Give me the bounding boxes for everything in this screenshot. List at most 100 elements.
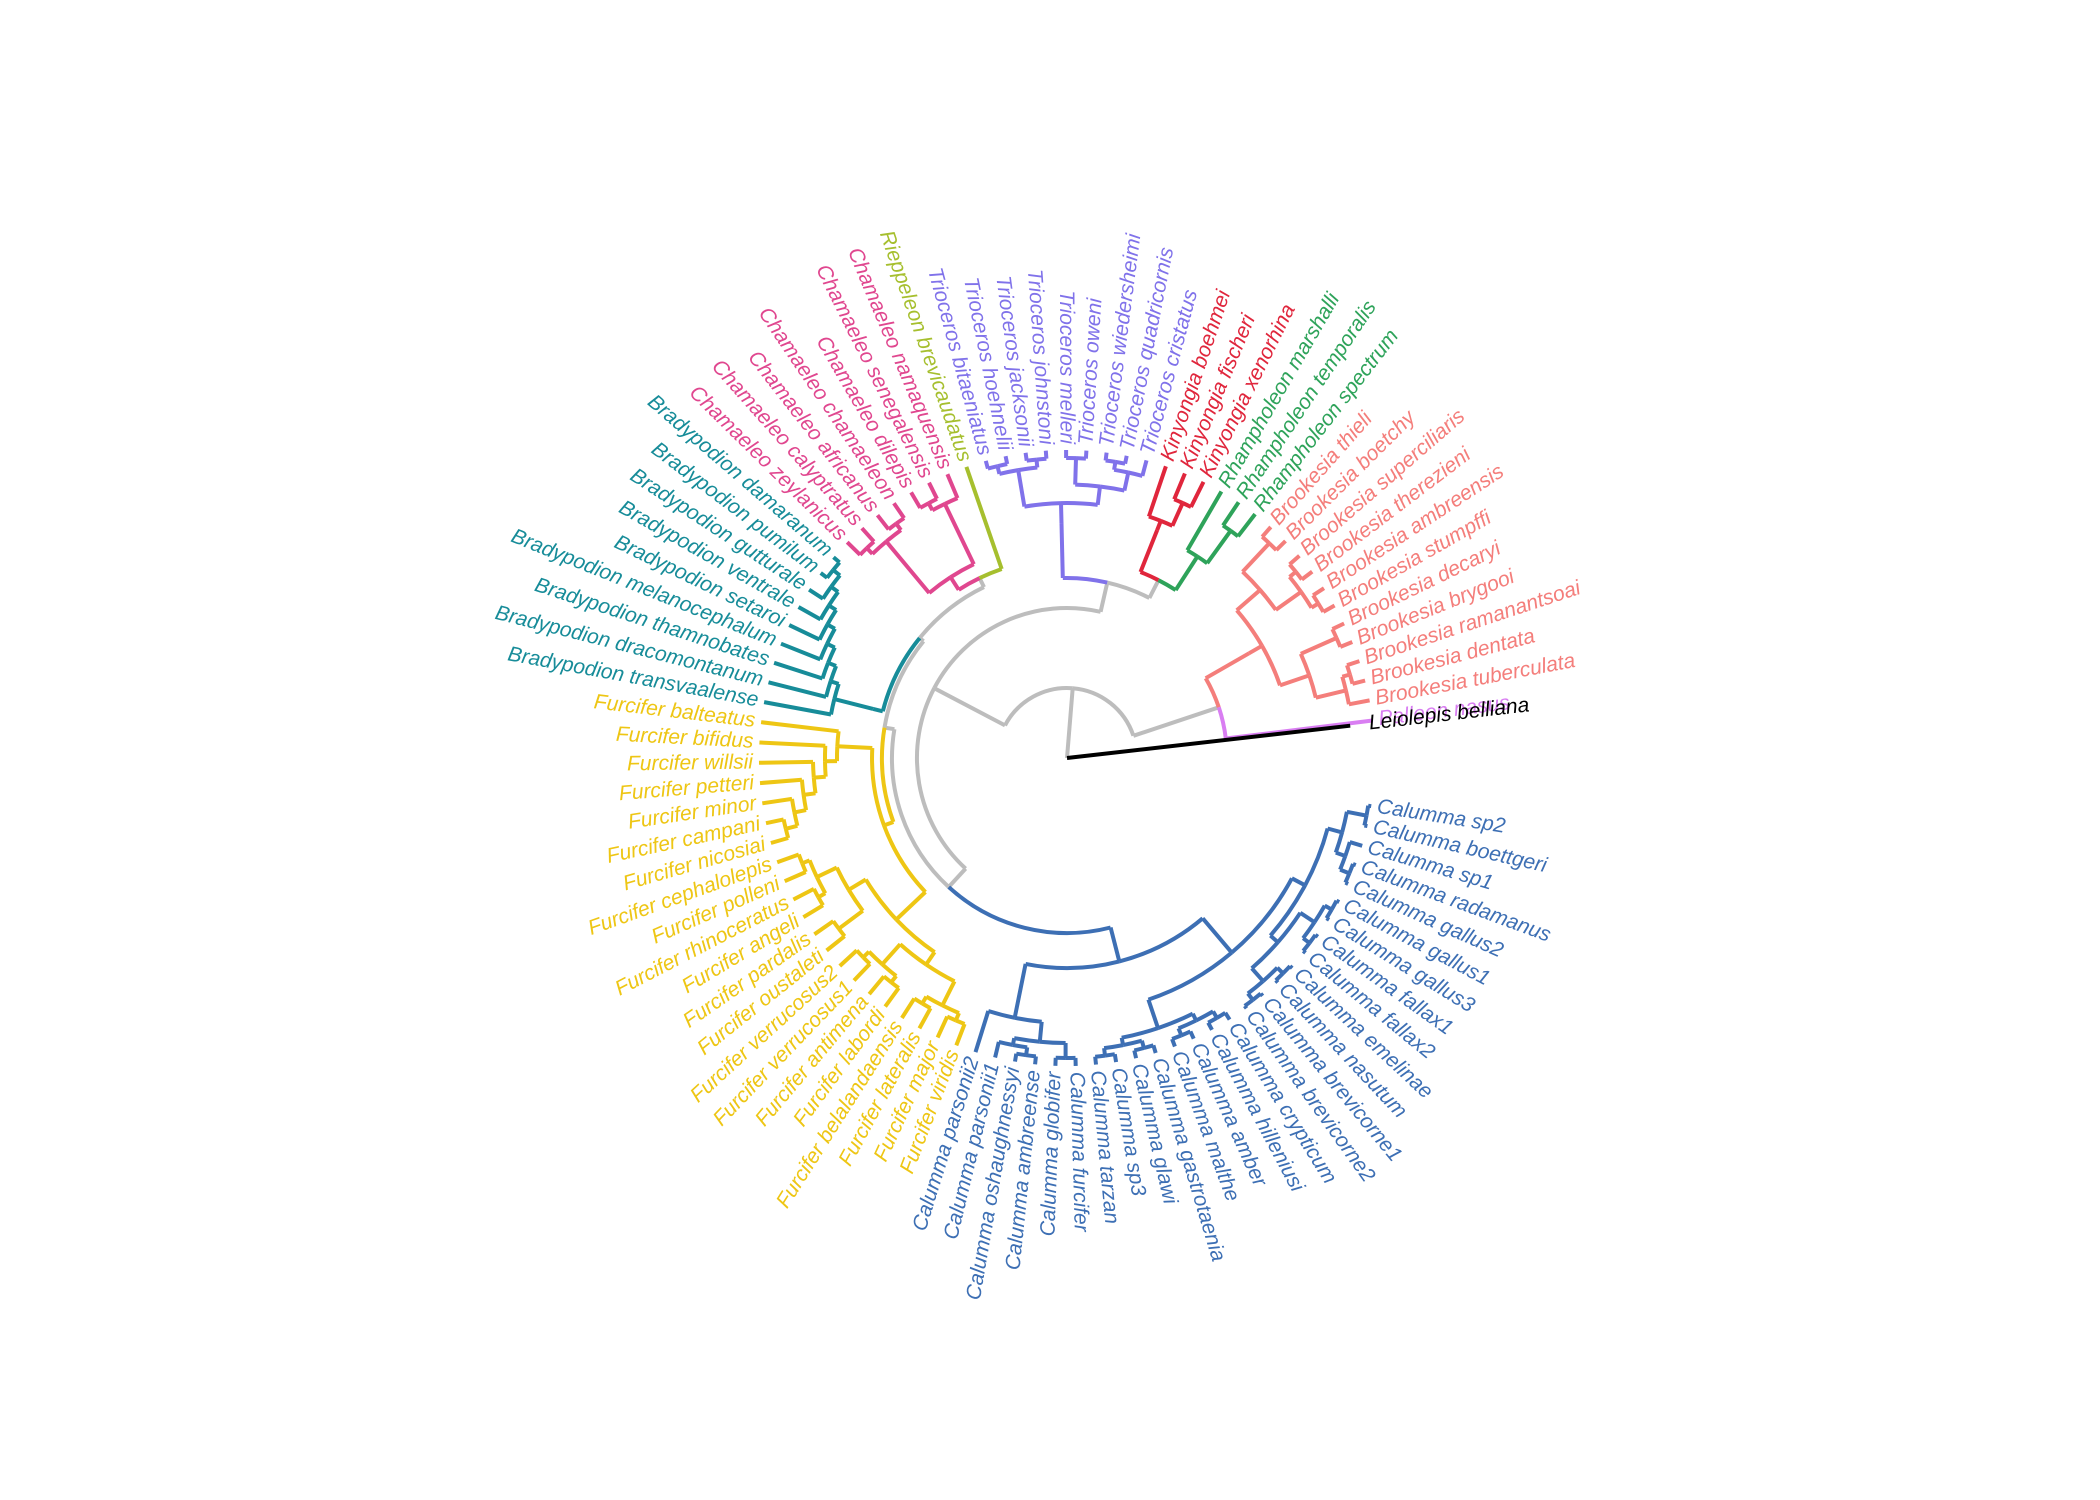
branch-arc [890, 728, 951, 889]
branch-arc [1113, 467, 1129, 475]
branch-arc [894, 918, 936, 954]
branch-arc [1003, 685, 1073, 727]
branch-arc [887, 521, 898, 531]
branch-edge [838, 948, 859, 968]
branch-arc [800, 862, 808, 873]
branch-edge [837, 909, 864, 931]
branch-edge [773, 660, 824, 681]
branch-arc [783, 828, 791, 839]
branch-edge [1315, 688, 1347, 700]
branch-arc [1026, 457, 1037, 463]
branch-edge [847, 877, 867, 892]
branch-arc [957, 576, 981, 592]
tree-branches [758, 450, 1373, 1066]
branch-arc [1299, 590, 1314, 609]
branch-arc [1333, 831, 1345, 854]
branch-arc [781, 818, 788, 830]
branch-arc [826, 646, 837, 664]
branch-edge [924, 950, 937, 966]
branch-edge [860, 526, 876, 543]
branch-edge [1339, 640, 1354, 649]
branch-arc [812, 887, 821, 899]
branch-arc [880, 636, 922, 712]
branch-edge [813, 919, 835, 936]
branch-arc [1143, 1043, 1154, 1050]
branch-arc [1268, 884, 1307, 937]
branch-arc [829, 698, 837, 715]
branch-edge [894, 890, 927, 921]
branch-edge [1098, 582, 1110, 613]
branch-arc [1288, 563, 1298, 574]
branch-arc [828, 665, 838, 682]
branch-arc [815, 876, 828, 895]
branch-edge [872, 706, 884, 714]
branch-arc [1343, 872, 1352, 884]
branch-edge [759, 740, 826, 748]
branch-edge [819, 571, 829, 580]
branch-edge [1132, 1049, 1139, 1059]
branch-arc [1347, 863, 1355, 875]
branch-edge [964, 466, 1004, 570]
branch-edge [1236, 512, 1257, 538]
branch-edge [1344, 880, 1349, 886]
branch-arc [1147, 951, 1233, 1002]
branch-edge [837, 744, 873, 750]
branch-arc [1301, 921, 1317, 940]
branch-edge [1274, 978, 1280, 984]
branch-edge [1155, 520, 1163, 531]
branch-arc [1014, 1015, 1042, 1024]
branch-edge [1349, 840, 1363, 848]
branch-arc [1177, 1018, 1197, 1031]
branch-arc [921, 1001, 932, 1010]
branch-arc [1036, 456, 1047, 462]
outgroup-branch [1066, 723, 1351, 760]
branch-arc [998, 1039, 1014, 1047]
branch-arc [1316, 602, 1326, 613]
branch-edge [1037, 1021, 1044, 1042]
branch-arc [1362, 815, 1369, 826]
branch-arc [949, 562, 975, 579]
branch-arc [880, 962, 898, 978]
branch-edge [1346, 659, 1361, 668]
branch-edge [1122, 472, 1131, 492]
tip-label: Calumma furcifer [1065, 1072, 1092, 1233]
branch-arc [1250, 940, 1280, 970]
branch-edge [1288, 964, 1294, 970]
branch-arc [1267, 541, 1278, 552]
branch-arc [824, 680, 833, 698]
branch-arc [811, 777, 818, 794]
branch-arc [1246, 979, 1265, 996]
branch-edge [1223, 1011, 1232, 1021]
branch-edge [1033, 1056, 1038, 1065]
branch-arc [946, 1014, 957, 1023]
branch-edge [825, 934, 846, 953]
branch-edge [1073, 458, 1078, 485]
branch-edge [1147, 465, 1168, 518]
branch-arc [879, 727, 896, 823]
branch-arc [1294, 570, 1304, 581]
branch-arc [790, 798, 797, 813]
branch-edge [900, 997, 916, 1020]
branch-arc [1364, 805, 1371, 816]
branch-arc [943, 496, 959, 506]
branch-arc [1105, 458, 1116, 464]
branch-edge [1034, 459, 1040, 468]
branch-arc [1072, 686, 1136, 737]
branch-arc [1207, 1016, 1218, 1025]
branch-arc [1334, 637, 1343, 648]
branch-arc [831, 561, 842, 572]
branch-edge [1312, 586, 1326, 597]
branch-arc [818, 604, 831, 621]
branch-arc [1260, 644, 1282, 687]
branch-arc [801, 794, 809, 811]
branch-edge [776, 852, 800, 865]
branch-edge [1346, 809, 1367, 818]
branch-arc [1095, 1053, 1106, 1059]
branch-edge [792, 887, 815, 902]
branch-arc [1181, 501, 1192, 509]
branch-arc [865, 540, 876, 550]
branch-edge [1147, 579, 1161, 599]
branch-edge [1248, 644, 1263, 656]
branch-edge [808, 588, 825, 601]
branch-arc [834, 866, 851, 891]
